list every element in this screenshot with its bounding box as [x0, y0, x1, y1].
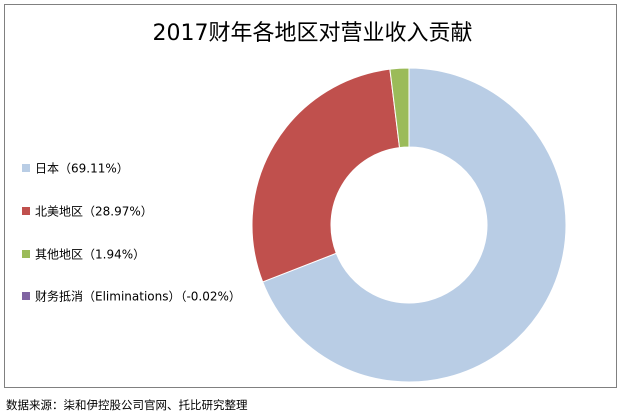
source-note: 数据来源：柒和伊控股公司官网、托比研究整理	[6, 398, 248, 412]
donut-slice-north-america	[251, 68, 401, 283]
legend-swatch	[22, 291, 30, 300]
legend-item-north-america: 北美地区（28.97%）	[22, 203, 153, 220]
legend-swatch	[22, 163, 30, 172]
donut-slice-other-regions	[389, 67, 410, 149]
legend-label: 北美地区（28.97%）	[35, 204, 153, 219]
legend-label: 日本（69.11%）	[35, 161, 129, 176]
chart-title: 2017财年各地区对营业收入贡献	[152, 21, 473, 46]
legend-swatch	[22, 249, 30, 258]
legend-label: 财务抵消（Eliminations）（-0.02%）	[35, 289, 241, 304]
legend-item-other-regions: 其他地区（1.94%）	[22, 246, 145, 263]
legend-label: 其他地区（1.94%）	[35, 247, 146, 262]
legend-swatch	[22, 206, 30, 215]
donut-slice-japan	[262, 67, 567, 383]
legend-item-eliminations: 财务抵消（Eliminations）（-0.02%）	[22, 288, 241, 305]
legend-item-japan: 日本（69.11%）	[22, 160, 129, 177]
